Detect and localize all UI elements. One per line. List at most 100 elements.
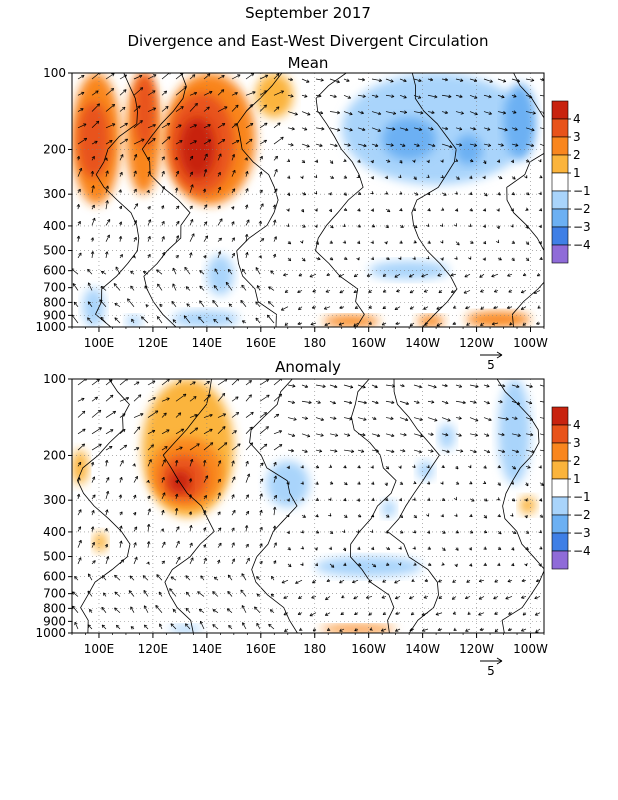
- wind-vector: [455, 449, 464, 452]
- wind-vector: [469, 78, 478, 82]
- contour-line: [141, 73, 191, 327]
- wind-vector-head: [424, 322, 428, 326]
- wind-vector-head: [255, 267, 259, 271]
- wind-vector-head: [264, 122, 268, 126]
- wind-vector: [353, 322, 359, 327]
- wind-vector: [175, 187, 178, 193]
- wind-vector-head: [311, 305, 316, 309]
- wind-vector: [161, 429, 170, 435]
- wind-vector: [436, 322, 443, 327]
- wind-vector: [147, 459, 152, 467]
- wind-vector: [325, 596, 331, 601]
- wind-vector-head: [227, 574, 232, 579]
- wind-vector-head: [84, 379, 87, 382]
- wind-vector: [254, 606, 261, 613]
- wind-vector: [343, 143, 351, 146]
- wind-vector-head: [515, 449, 520, 454]
- wind-vector: [102, 575, 107, 581]
- wind-vector: [255, 267, 261, 275]
- wind-vector: [217, 89, 225, 96]
- y-tick-label: 900: [43, 308, 66, 322]
- wind-vector-head: [152, 380, 156, 384]
- wind-vector: [259, 220, 262, 226]
- wind-vector: [329, 143, 338, 147]
- wind-vector-head: [116, 624, 120, 629]
- wind-vector: [483, 78, 493, 83]
- wind-vector: [231, 509, 236, 516]
- wind-vector: [133, 220, 137, 226]
- wind-vector-head: [514, 416, 518, 420]
- wind-vector-head: [118, 221, 123, 225]
- wind-vector: [217, 442, 228, 451]
- wind-vector-head: [202, 459, 207, 464]
- wind-vector-head: [189, 205, 193, 209]
- wind-vector: [245, 219, 250, 226]
- wind-vector-head: [356, 174, 360, 178]
- wind-vector: [91, 217, 96, 226]
- wind-vector-head: [189, 252, 193, 256]
- wind-vector-head: [524, 498, 528, 502]
- wind-vector-head: [499, 399, 503, 404]
- wind-vector: [259, 379, 269, 386]
- wind-vector-head: [150, 444, 154, 448]
- y-tick-label: 400: [43, 525, 66, 539]
- wind-vector: [105, 170, 109, 177]
- wind-vector: [385, 94, 395, 97]
- wind-vector: [287, 384, 296, 387]
- wind-vector: [329, 563, 335, 568]
- wind-vector-head: [368, 612, 372, 616]
- wind-vector-head: [217, 478, 221, 483]
- wind-vector-head: [482, 175, 486, 179]
- wind-vector-head: [343, 158, 347, 162]
- wind-vector-head: [212, 624, 216, 628]
- wind-vector: [203, 221, 208, 226]
- wind-vector: [147, 397, 156, 402]
- wind-vector: [245, 525, 248, 532]
- wind-vector: [437, 273, 443, 277]
- wind-vector-head: [90, 170, 95, 175]
- wind-vector: [91, 396, 98, 402]
- x-tick-label: 180: [303, 642, 326, 656]
- y-tick-label: 100: [43, 66, 66, 80]
- wind-vector-head: [161, 205, 165, 209]
- wind-vector-head: [176, 205, 180, 209]
- wind-vector-head: [224, 106, 228, 110]
- wind-vector-head: [531, 449, 535, 454]
- wind-vector-head: [511, 498, 516, 502]
- wind-vector: [217, 237, 222, 242]
- wind-vector-head: [161, 220, 165, 225]
- wind-vector: [441, 111, 448, 114]
- wind-vector-head: [480, 289, 484, 293]
- wind-vector-head: [442, 497, 446, 501]
- wind-vector-head: [458, 416, 462, 420]
- wind-vector-head: [315, 497, 319, 501]
- wind-vector: [315, 449, 323, 452]
- wind-vector-head: [448, 94, 452, 99]
- wind-vector-head: [463, 290, 467, 294]
- wind-vector-head: [260, 203, 264, 207]
- wind-vector-head: [513, 94, 517, 98]
- wind-vector-head: [436, 323, 440, 327]
- wind-vector: [534, 596, 541, 599]
- wind-vector-head: [399, 514, 404, 518]
- divergence-cell: [438, 423, 455, 450]
- wind-vector-head: [538, 498, 543, 502]
- wind-vector-head: [444, 126, 449, 131]
- wind-vector: [259, 104, 267, 112]
- wind-vector-head: [100, 285, 105, 290]
- wind-vector-head: [179, 446, 183, 450]
- wind-vector: [217, 542, 222, 548]
- wind-vector-head: [318, 94, 322, 98]
- wind-vector: [217, 426, 226, 435]
- wind-vector-head: [232, 509, 236, 514]
- wind-vector-head: [398, 174, 402, 178]
- wind-vector: [175, 393, 187, 402]
- wind-vector-head: [212, 609, 216, 613]
- wind-vector: [511, 127, 518, 131]
- wind-vector: [497, 384, 506, 387]
- wind-vector-head: [431, 110, 435, 115]
- wind-vector-head: [249, 138, 253, 143]
- wind-vector-head: [426, 255, 430, 260]
- wind-vector-head: [525, 225, 529, 229]
